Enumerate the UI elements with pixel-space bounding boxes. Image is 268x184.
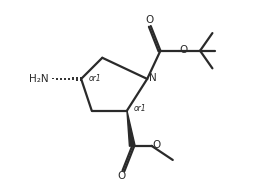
- Text: O: O: [152, 140, 161, 150]
- Text: O: O: [146, 15, 154, 25]
- Polygon shape: [127, 111, 135, 146]
- Text: O: O: [180, 45, 188, 55]
- Text: H₂N: H₂N: [29, 74, 49, 84]
- Text: or1: or1: [134, 104, 147, 113]
- Text: N: N: [149, 73, 157, 83]
- Text: or1: or1: [88, 74, 101, 83]
- Text: O: O: [118, 171, 126, 181]
